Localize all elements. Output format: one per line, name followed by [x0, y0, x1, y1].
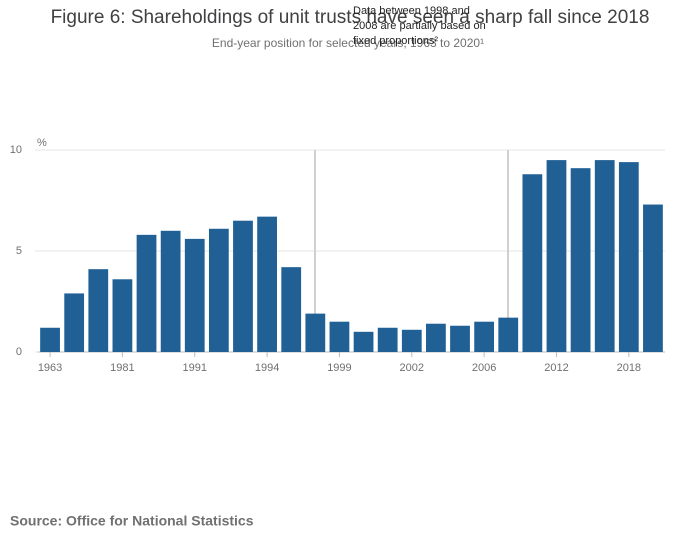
x-tick-label: 2006: [472, 362, 496, 374]
bar: [208, 228, 229, 352]
bar: [643, 204, 663, 352]
bar: [618, 162, 639, 352]
annotation: fixed proportions²: [353, 35, 438, 47]
x-tick-label: 1999: [327, 362, 351, 374]
bar: [546, 160, 567, 352]
bar: [377, 327, 398, 352]
bar: [498, 317, 519, 352]
bar: [40, 327, 60, 352]
y-tick-label: 10: [10, 144, 22, 156]
bar: [353, 331, 374, 352]
y-tick-label: 5: [16, 245, 22, 257]
bar: [570, 168, 591, 352]
bar: [184, 238, 205, 352]
y-axis-label: %: [37, 137, 47, 149]
bar: [474, 321, 495, 352]
source: Source: Office for National Statistics: [10, 513, 254, 529]
bar: [136, 234, 157, 352]
x-tick-label: 1981: [110, 362, 134, 374]
bar: [305, 313, 326, 352]
bar: [64, 293, 85, 352]
bar: [233, 220, 253, 352]
x-tick-label: 2018: [617, 362, 641, 374]
bar: [450, 325, 470, 352]
chart-subtitle: End-year position for selected years, 19…: [212, 36, 484, 50]
annotation: Data between 1998 and: [353, 5, 470, 17]
bar: [112, 279, 133, 352]
annotation: 2008 are partially based on: [353, 20, 486, 32]
x-tick-label: 1994: [255, 362, 279, 374]
x-tick-label: 1991: [183, 362, 207, 374]
x-tick-label: 2012: [544, 362, 568, 374]
chart-title: Figure 6: Shareholdings of unit trusts h…: [51, 7, 650, 28]
bar: [522, 174, 543, 352]
bar: [426, 323, 446, 352]
bar: [88, 269, 109, 352]
bar: [281, 267, 302, 352]
x-tick-label: 1963: [38, 362, 62, 374]
bar: [594, 160, 615, 352]
bar: [401, 329, 422, 352]
x-tick-label: 2002: [400, 362, 424, 374]
bar: [160, 230, 181, 352]
y-tick-label: 0: [16, 346, 22, 358]
bar: [329, 321, 350, 352]
bar: [257, 216, 277, 352]
